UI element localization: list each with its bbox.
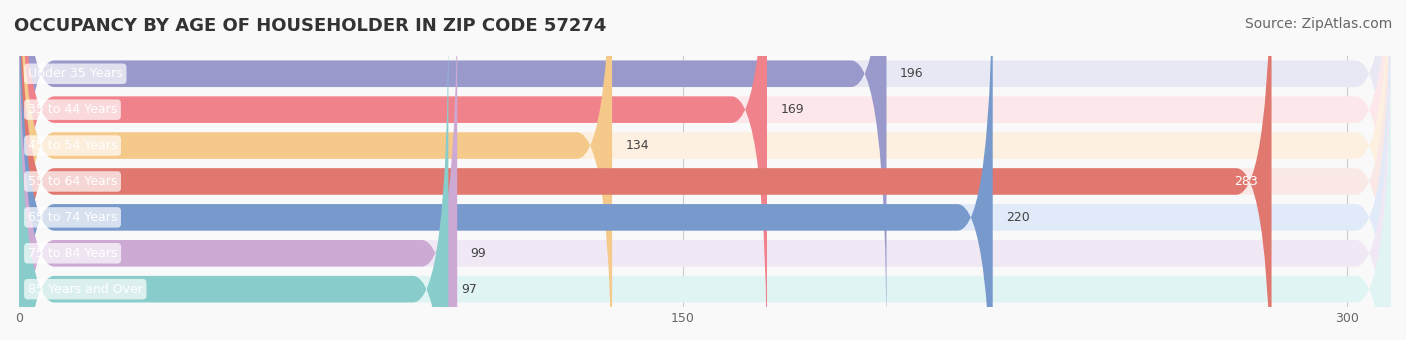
- FancyBboxPatch shape: [18, 0, 993, 340]
- FancyBboxPatch shape: [18, 0, 457, 340]
- Text: 97: 97: [461, 283, 478, 296]
- Text: Under 35 Years: Under 35 Years: [28, 67, 122, 80]
- FancyBboxPatch shape: [18, 0, 1391, 340]
- FancyBboxPatch shape: [18, 0, 1391, 340]
- FancyBboxPatch shape: [18, 0, 1391, 340]
- Text: OCCUPANCY BY AGE OF HOUSEHOLDER IN ZIP CODE 57274: OCCUPANCY BY AGE OF HOUSEHOLDER IN ZIP C…: [14, 17, 606, 35]
- Text: 75 to 84 Years: 75 to 84 Years: [28, 247, 117, 260]
- FancyBboxPatch shape: [18, 0, 1391, 340]
- Text: 65 to 74 Years: 65 to 74 Years: [28, 211, 117, 224]
- Text: 283: 283: [1234, 175, 1258, 188]
- FancyBboxPatch shape: [18, 15, 1391, 340]
- FancyBboxPatch shape: [18, 0, 1271, 340]
- Text: 35 to 44 Years: 35 to 44 Years: [28, 103, 117, 116]
- Text: 196: 196: [900, 67, 924, 80]
- Text: 85 Years and Over: 85 Years and Over: [28, 283, 143, 296]
- Text: Source: ZipAtlas.com: Source: ZipAtlas.com: [1244, 17, 1392, 31]
- FancyBboxPatch shape: [18, 0, 1391, 340]
- Text: 220: 220: [1005, 211, 1029, 224]
- Text: 134: 134: [626, 139, 650, 152]
- FancyBboxPatch shape: [18, 0, 768, 340]
- FancyBboxPatch shape: [18, 0, 612, 340]
- Text: 99: 99: [471, 247, 486, 260]
- Text: 55 to 64 Years: 55 to 64 Years: [28, 175, 117, 188]
- Text: 169: 169: [780, 103, 804, 116]
- FancyBboxPatch shape: [18, 15, 449, 340]
- Text: 45 to 54 Years: 45 to 54 Years: [28, 139, 117, 152]
- FancyBboxPatch shape: [18, 0, 1391, 340]
- FancyBboxPatch shape: [18, 0, 887, 340]
